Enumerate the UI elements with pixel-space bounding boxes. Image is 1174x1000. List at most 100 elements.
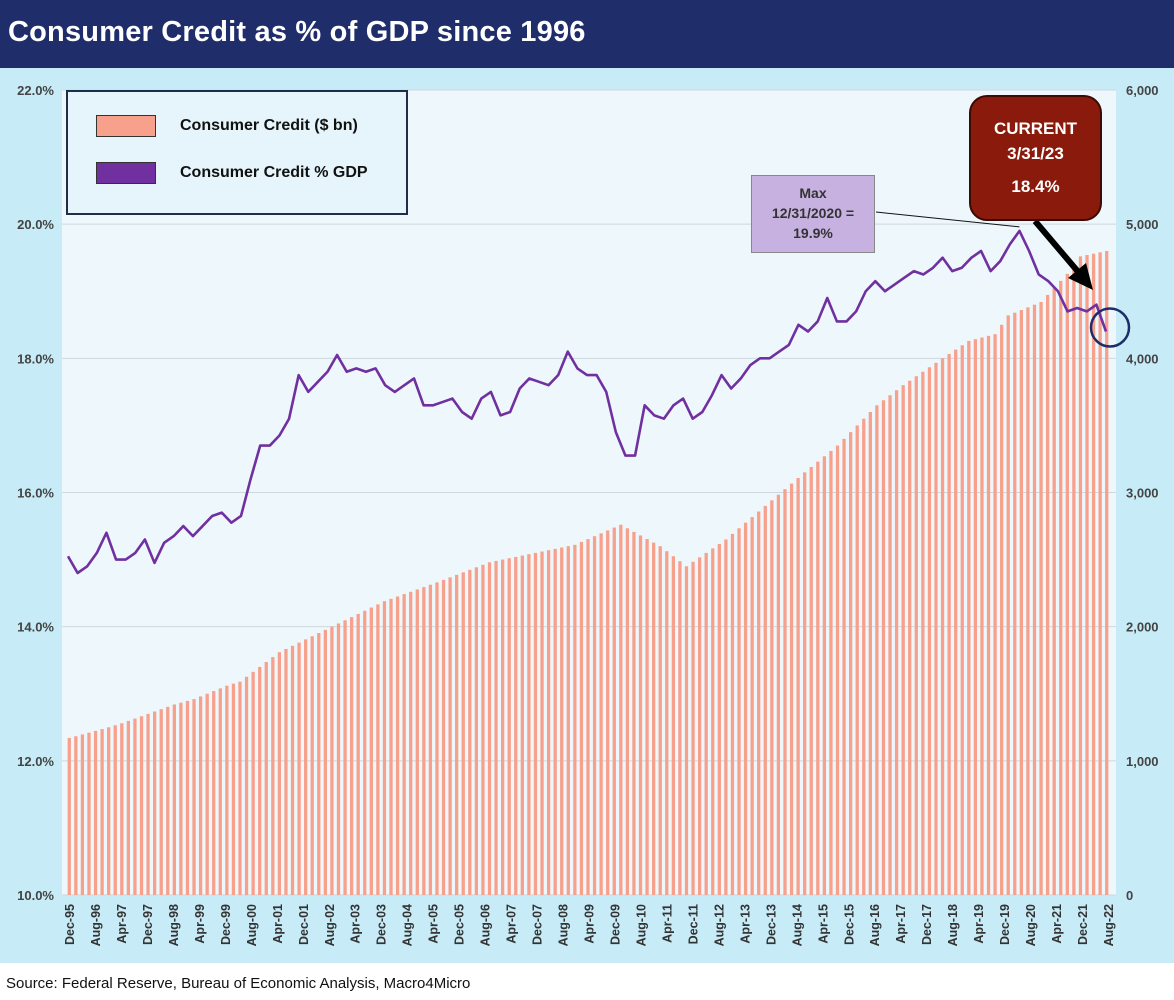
- bar: [671, 556, 675, 895]
- bar: [231, 683, 236, 895]
- left-axis-tick-label: 18.0%: [17, 351, 54, 366]
- x-tick-label: Dec-13: [764, 904, 778, 945]
- legend-label-line: Consumer Credit % GDP: [180, 164, 368, 181]
- bar: [881, 400, 886, 895]
- bar: [691, 561, 695, 895]
- current-annotation-line2: 3/31/23: [1007, 144, 1064, 163]
- bar: [80, 734, 85, 895]
- bar: [192, 699, 196, 895]
- x-tick-label: Apr-11: [660, 904, 674, 943]
- bar: [868, 412, 872, 895]
- x-tick-label: Aug-06: [479, 904, 493, 946]
- current-annotation-line1: CURRENT: [993, 119, 1078, 138]
- x-tick-label: Apr-05: [427, 904, 441, 944]
- x-tick-label: Dec-09: [608, 904, 622, 945]
- x-tick-label: Dec-05: [453, 904, 467, 945]
- title-bar: Consumer Credit as % of GDP since 1996: [0, 0, 1174, 68]
- bar: [376, 604, 380, 895]
- bar: [389, 598, 393, 895]
- x-tick-label: Apr-09: [583, 904, 597, 944]
- bar: [514, 556, 518, 895]
- bar: [1052, 287, 1056, 895]
- x-tick-label: Aug-98: [167, 904, 181, 946]
- bar: [862, 418, 866, 895]
- x-tick-label: Dec-11: [686, 904, 700, 944]
- x-tick-label: Apr-03: [349, 904, 363, 944]
- legend-label-bar: Consumer Credit ($ bn): [180, 117, 358, 134]
- bar: [875, 405, 879, 895]
- bar: [986, 335, 991, 895]
- bar: [1085, 255, 1089, 895]
- bar: [645, 539, 649, 895]
- bar: [1045, 294, 1050, 895]
- bar: [317, 633, 321, 895]
- x-tick-label: Aug-16: [868, 904, 882, 946]
- bar: [382, 601, 387, 895]
- x-tick-label: Apr-99: [193, 904, 207, 944]
- x-tick-label: Aug-96: [89, 904, 103, 946]
- x-tick-label: Aug-18: [946, 904, 960, 946]
- bar: [573, 544, 577, 895]
- bar: [612, 527, 616, 895]
- current-point-circle: [1089, 307, 1131, 348]
- right-axis-tick-label: 3,000: [1126, 486, 1159, 501]
- bar: [993, 334, 997, 895]
- left-axis-tick-label: 14.0%: [17, 620, 54, 635]
- bar: [494, 560, 498, 895]
- bar: [290, 645, 295, 895]
- bar: [501, 559, 505, 895]
- x-tick-label: Aug-02: [323, 904, 337, 946]
- bar: [336, 623, 341, 895]
- bar: [258, 666, 262, 895]
- bar: [474, 567, 479, 895]
- x-tick-label: Dec-19: [998, 904, 1012, 945]
- legend-swatch-bar: [96, 115, 156, 137]
- bar: [369, 607, 373, 895]
- x-tick-label: Aug-04: [401, 904, 415, 946]
- bar: [487, 562, 492, 895]
- bar: [455, 574, 459, 895]
- chart-svg: 10.0% 12.0% 14.0% 16.0% 18.0% 20.0% 22.0% 0 1,00…: [17, 83, 1159, 946]
- bar: [363, 610, 367, 895]
- x-tick-label: Apr-13: [738, 904, 752, 944]
- bar: [93, 730, 98, 895]
- bar: [402, 594, 406, 895]
- bar: [757, 511, 761, 895]
- x-tick-label: Apr-17: [894, 904, 908, 944]
- bar: [238, 681, 242, 895]
- x-tick-label: Dec-21: [1076, 904, 1090, 945]
- bar: [87, 732, 91, 895]
- bar: [789, 483, 794, 895]
- bar: [737, 528, 741, 895]
- left-axis-tick-label: 16.0%: [17, 486, 54, 501]
- bar: [678, 561, 682, 895]
- bar: [967, 340, 971, 895]
- bar: [468, 569, 472, 895]
- bar: [126, 720, 131, 895]
- max-annotation: Max 12/31/2020 = 19.9%: [751, 175, 875, 253]
- bar: [139, 716, 144, 895]
- bar: [244, 676, 249, 895]
- bar: [435, 582, 439, 895]
- bar: [422, 587, 426, 895]
- bar: [1091, 253, 1096, 895]
- bar: [1105, 251, 1109, 895]
- bar: [323, 629, 327, 895]
- bar: [553, 548, 557, 895]
- bar: [763, 505, 767, 895]
- current-annotation: CURRENT 3/31/23 18.4%: [969, 95, 1102, 221]
- bar: [665, 551, 669, 895]
- bar: [166, 706, 170, 895]
- bar: [1013, 312, 1017, 896]
- bar: [980, 337, 984, 895]
- bar: [271, 657, 275, 895]
- bar: [185, 700, 190, 895]
- bar: [395, 596, 400, 895]
- bar: [310, 636, 314, 895]
- max-annotation-line2: 12/31/2020 =: [771, 205, 855, 221]
- bar: [448, 577, 452, 895]
- max-annotation-line1: Max: [799, 185, 827, 201]
- bar: [546, 550, 551, 895]
- bar: [297, 642, 301, 895]
- legend: Consumer Credit ($ bn) Consumer Credit %…: [66, 90, 408, 215]
